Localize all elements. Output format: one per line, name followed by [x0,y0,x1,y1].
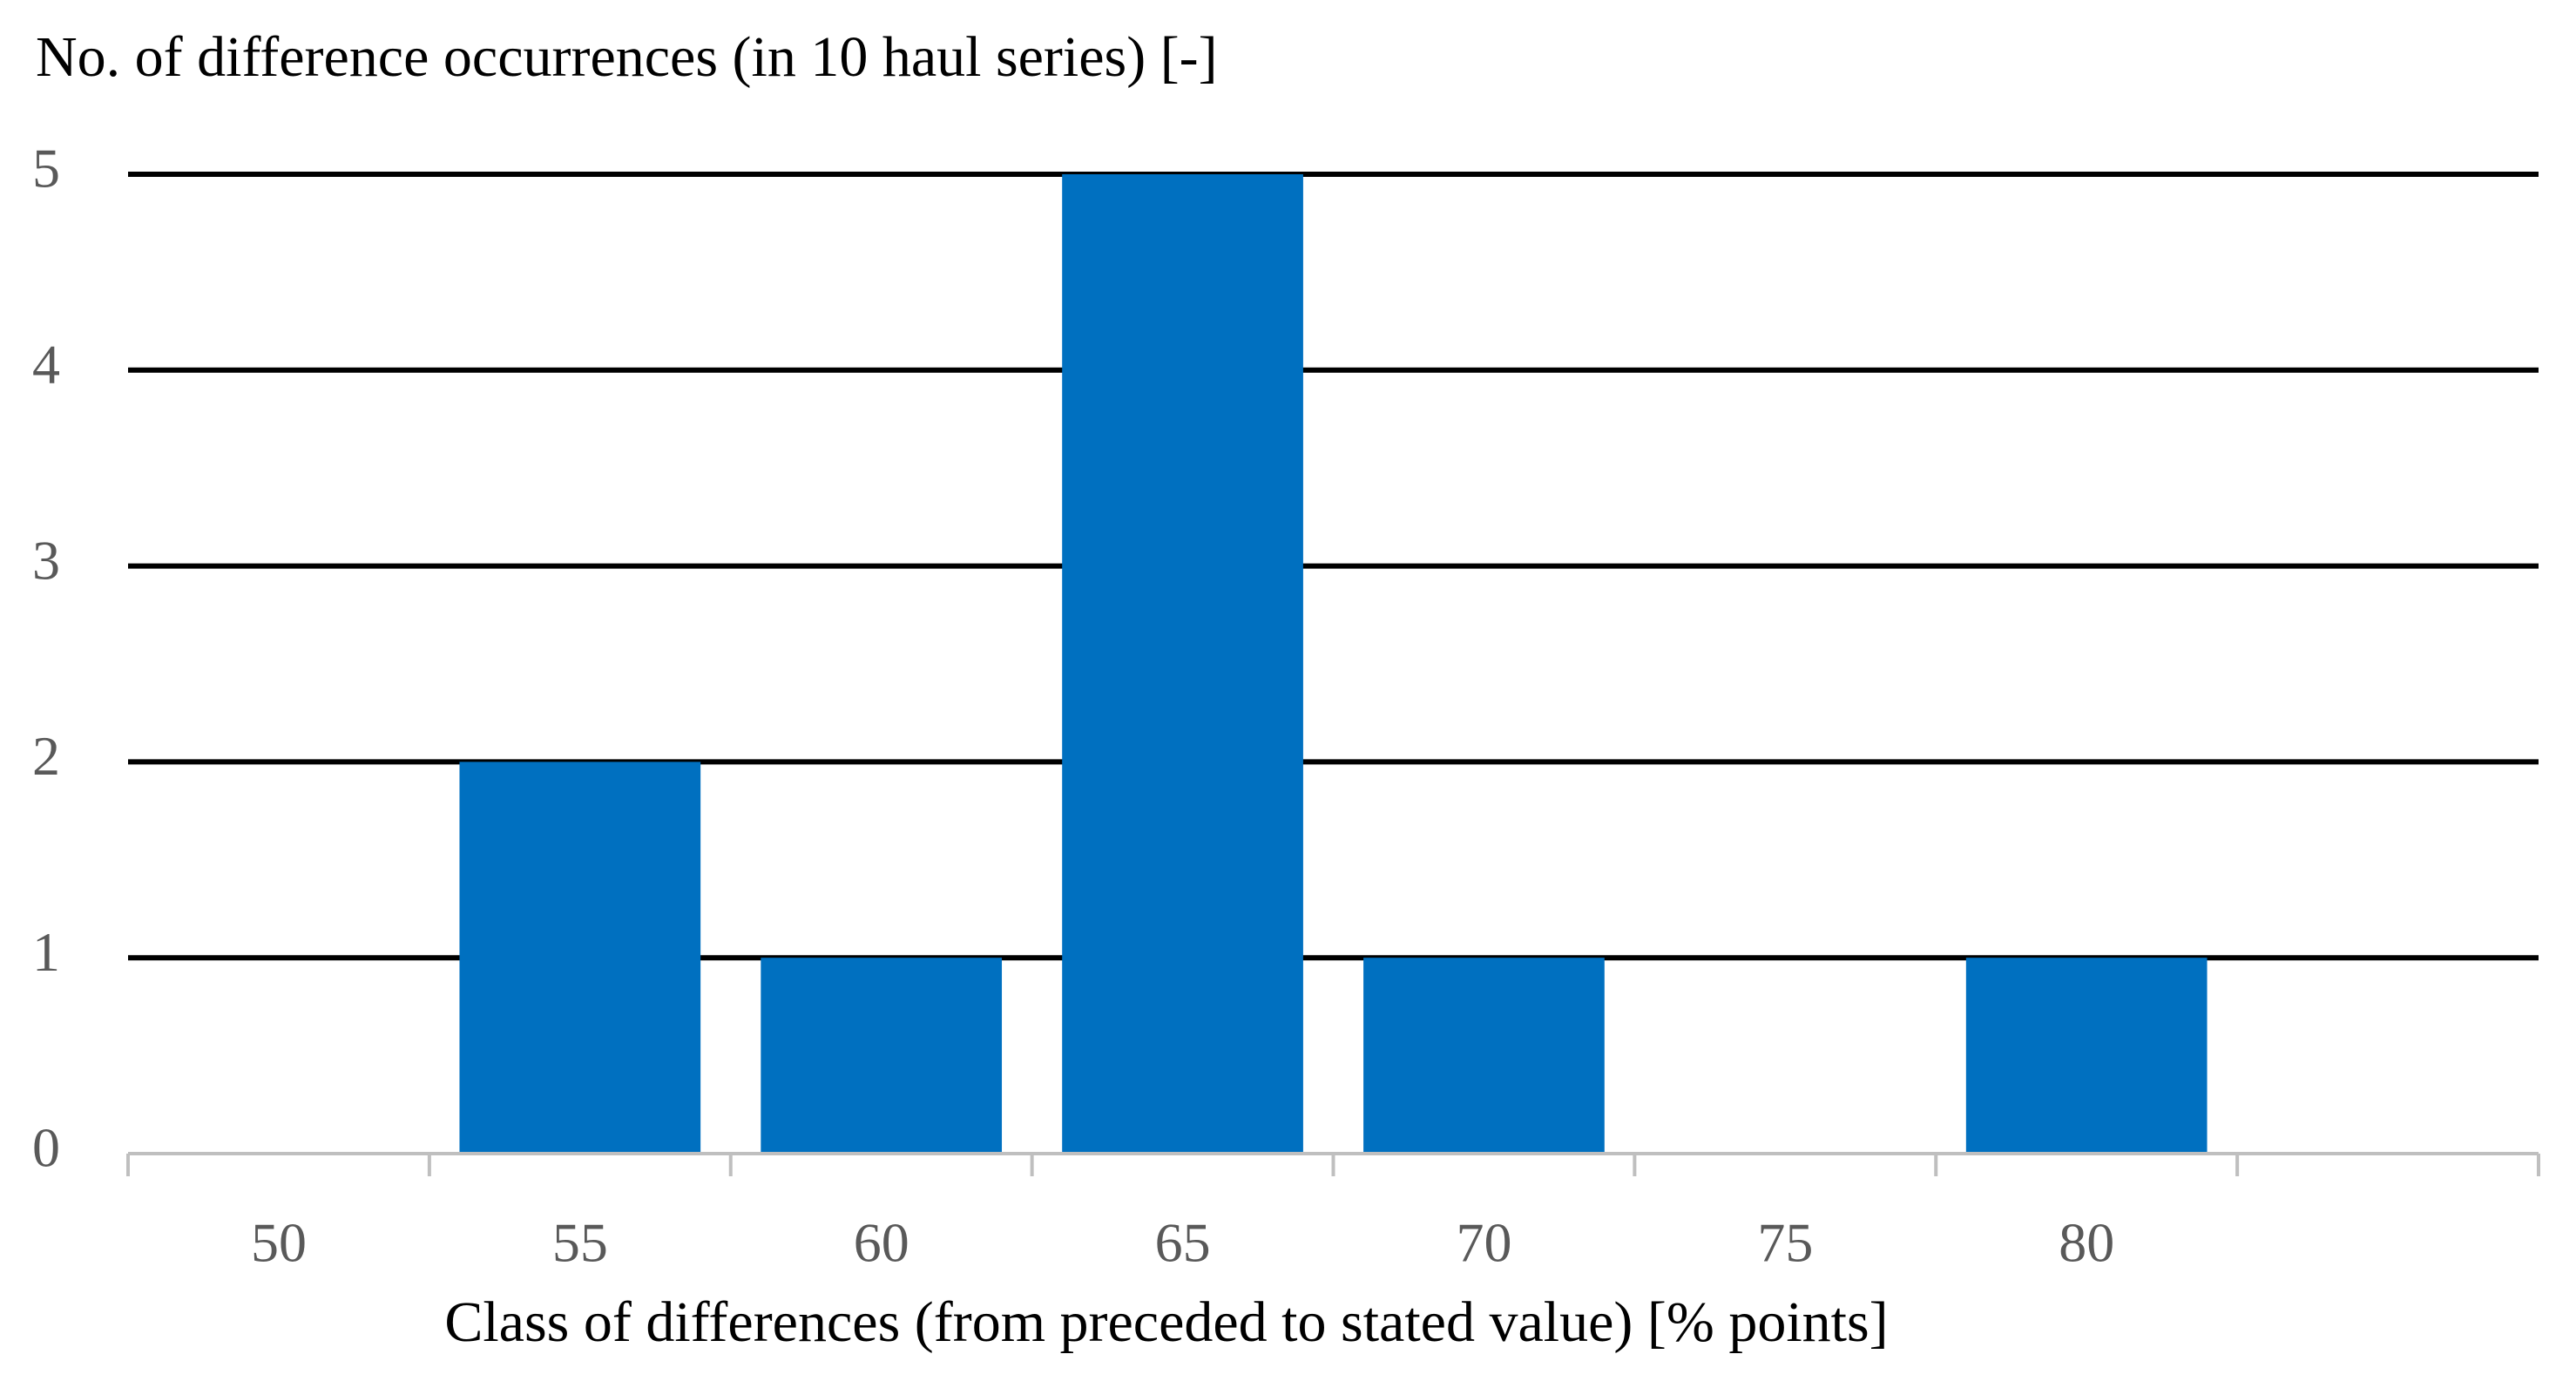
y-tick-label: 0 [32,1117,60,1179]
x-tick-label: 75 [1757,1212,1813,1274]
y-tick-label: 1 [32,921,60,983]
x-tick-label: 70 [1456,1212,1511,1274]
y-tick-label: 4 [32,333,60,395]
bar [761,958,1003,1154]
x-tick-label: 65 [1155,1212,1211,1274]
bar [1363,958,1605,1154]
bar [1062,174,1303,1154]
x-tick-label: 50 [251,1212,307,1274]
bar [459,762,701,1154]
x-tick-label: 60 [854,1212,909,1274]
y-tick-label: 2 [32,725,60,787]
x-axis-label: Class of differences (from preceded to s… [444,1290,1888,1354]
x-tick-label: 55 [552,1212,608,1274]
y-tick-label: 5 [32,138,60,200]
bar [1965,958,2208,1154]
x-tick-label: 80 [2059,1212,2114,1274]
y-tick-label: 3 [32,529,60,591]
chart-title: No. of difference occurrences (in 10 hau… [36,25,1218,89]
